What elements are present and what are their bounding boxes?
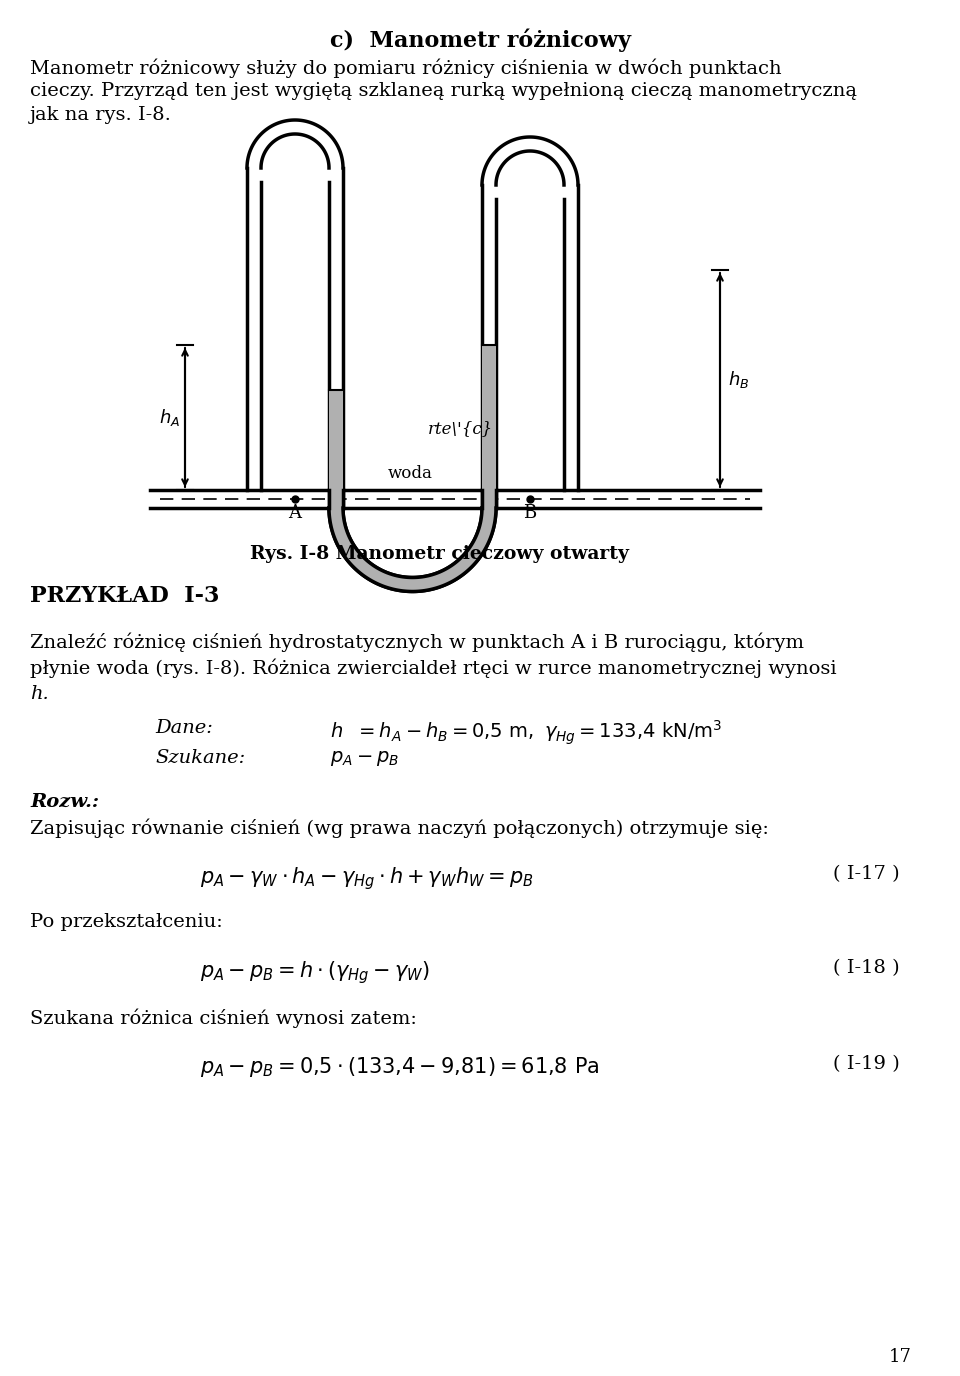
Text: cieczy. Przyrząd ten jest wygiętą szklaneą rurką wypełnioną cieczą manometryczną: cieczy. Przyrząd ten jest wygiętą szklan… (30, 83, 857, 100)
Bar (482, 345, 496, 508)
Text: płynie woda (rys. I-8). Różnica zwiercialdeł rtęci w rurce manometrycznej wynosi: płynie woda (rys. I-8). Różnica zwiercia… (30, 659, 836, 678)
Text: $p_A - p_B = 0{,}5 \cdot \left(133{,}4 - 9{,}81\right) = 61{,}8\ \mathrm{Pa}$: $p_A - p_B = 0{,}5 \cdot \left(133{,}4 -… (200, 1055, 599, 1079)
Bar (329, 389, 343, 508)
Text: Dane:: Dane: (155, 720, 213, 738)
Text: c)  Manometr różnicowy: c) Manometr różnicowy (329, 28, 631, 51)
Text: h.: h. (30, 685, 49, 703)
Text: PRZYKŁAD  I-3: PRZYKŁAD I-3 (30, 585, 220, 607)
Text: Szukana różnica ciśnień wynosi zatem:: Szukana różnica ciśnień wynosi zatem: (30, 1009, 417, 1028)
Text: 17: 17 (889, 1348, 911, 1366)
Text: $h_B$: $h_B$ (728, 370, 750, 391)
Text: $p_A - p_B$: $p_A - p_B$ (330, 749, 399, 768)
Text: rte\'{c}: rte\'{c} (427, 420, 492, 438)
Text: Rozw.:: Rozw.: (30, 793, 99, 810)
Text: jak na rys. I-8.: jak na rys. I-8. (30, 106, 172, 124)
Text: $h_A$: $h_A$ (158, 406, 180, 428)
Text: $p_A - p_B = h \cdot \left(\gamma_{Hg} - \gamma_W \right)$: $p_A - p_B = h \cdot \left(\gamma_{Hg} -… (200, 959, 430, 985)
Text: Znaleźć różnicę ciśnień hydrostatycznych w punktach A i B rurociągu, którym: Znaleźć różnicę ciśnień hydrostatycznych… (30, 633, 804, 652)
Text: $h\ \ = h_A - h_B = 0{,}5\ \mathrm{m},\ \gamma_{Hg} = 133{,}4\ \mathrm{kN/m^3}$: $h\ \ = h_A - h_B = 0{,}5\ \mathrm{m},\ … (330, 720, 722, 747)
Text: $p_A - \gamma_W \cdot h_A - \gamma_{Hg} \cdot h + \gamma_W h_W = p_B$: $p_A - \gamma_W \cdot h_A - \gamma_{Hg} … (200, 866, 534, 892)
Text: B: B (523, 504, 537, 522)
Text: Po przekształceniu:: Po przekształceniu: (30, 914, 223, 932)
Text: Manometr różnicowy służy do pomiaru różnicy ciśnienia w dwóch punktach: Manometr różnicowy służy do pomiaru różn… (30, 58, 781, 77)
Text: Szukane:: Szukane: (155, 749, 245, 766)
Text: A: A (289, 504, 301, 522)
Text: woda: woda (388, 465, 432, 482)
Text: Rys. I-8 Manometr cieczowy otwarty: Rys. I-8 Manometr cieczowy otwarty (251, 545, 630, 563)
Text: ( I-17 ): ( I-17 ) (833, 866, 900, 883)
Polygon shape (329, 508, 496, 592)
Text: Zapisując równanie ciśnień (wg prawa naczyń połączonych) otrzymuje się:: Zapisując równanie ciśnień (wg prawa nac… (30, 819, 769, 838)
Text: ( I-18 ): ( I-18 ) (833, 959, 900, 977)
Text: ( I-19 ): ( I-19 ) (833, 1055, 900, 1073)
